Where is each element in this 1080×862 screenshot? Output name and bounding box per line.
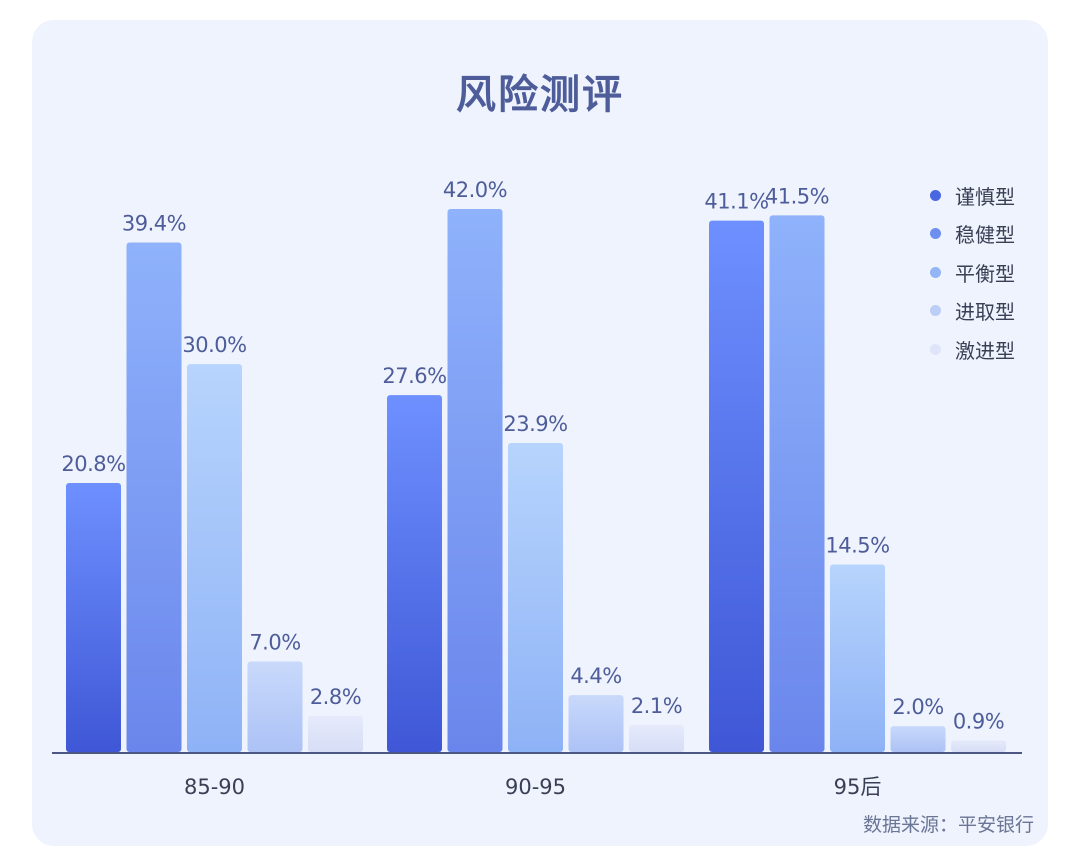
legend-item: 稳健型 [930,215,1015,254]
bar-稳健型-85-90 [126,242,182,753]
bar-平衡型-85-90 [187,364,242,752]
chart-title: 风险测评 [456,72,624,118]
legend-item: 进取型 [930,292,1015,331]
data-label: 41.1% [704,190,768,214]
data-label: 7.0% [249,630,300,654]
bar-平衡型-90-95 [508,442,563,752]
data-label: 14.5% [825,534,889,558]
data-label: 39.4% [122,212,186,236]
legend-label: 平衡型 [955,261,1015,286]
bar-进取型-90-95 [568,695,624,752]
bar-进取型-95后 [890,726,946,752]
data-label: 2.1% [631,694,682,718]
legend-label: 稳健型 [955,223,1015,248]
data-label: 4.4% [570,664,621,688]
data-label: 42.0% [443,178,507,202]
data-label: 20.8% [61,452,125,476]
data-label: 23.9% [503,412,567,436]
legend-item: 激进型 [930,330,1015,369]
legend-item: 平衡型 [930,253,1015,292]
legend-swatch [930,228,941,240]
legend-label: 谨慎型 [955,184,1015,209]
legend-swatch [930,343,941,355]
x-tick-label: 85-90 [184,775,245,799]
legend-item: 谨慎型 [930,176,1015,215]
data-label: 0.9% [953,709,1004,733]
legend-label: 进取型 [955,300,1015,325]
data-label: 30.0% [182,333,246,357]
legend-swatch [930,305,941,317]
data-label: 27.6% [382,364,446,388]
bar-激进型-95后 [951,740,1006,752]
bar-谨慎型-90-95 [387,395,442,752]
x-tick-label: 90-95 [505,775,566,799]
data-label: 41.5% [765,184,829,208]
bar-进取型-85-90 [247,661,303,752]
chart-legend: 谨慎型稳健型平衡型进取型激进型 [930,176,1015,369]
bar-谨慎型-95后 [709,220,764,752]
bar-平衡型-95后 [830,564,885,752]
bar-稳健型-95后 [769,215,825,752]
bar-激进型-90-95 [629,724,684,752]
bar-稳健型-90-95 [447,208,503,752]
data-label: 2.8% [310,685,361,709]
legend-label: 激进型 [955,338,1015,363]
bar-谨慎型-85-90 [66,483,121,752]
legend-swatch [930,266,941,278]
legend-swatch [930,189,941,201]
source-note: 数据来源：平安银行 [862,814,1034,836]
data-label: 2.0% [892,695,943,719]
bar-激进型-85-90 [308,715,363,752]
x-tick-label: 95后 [834,775,882,799]
